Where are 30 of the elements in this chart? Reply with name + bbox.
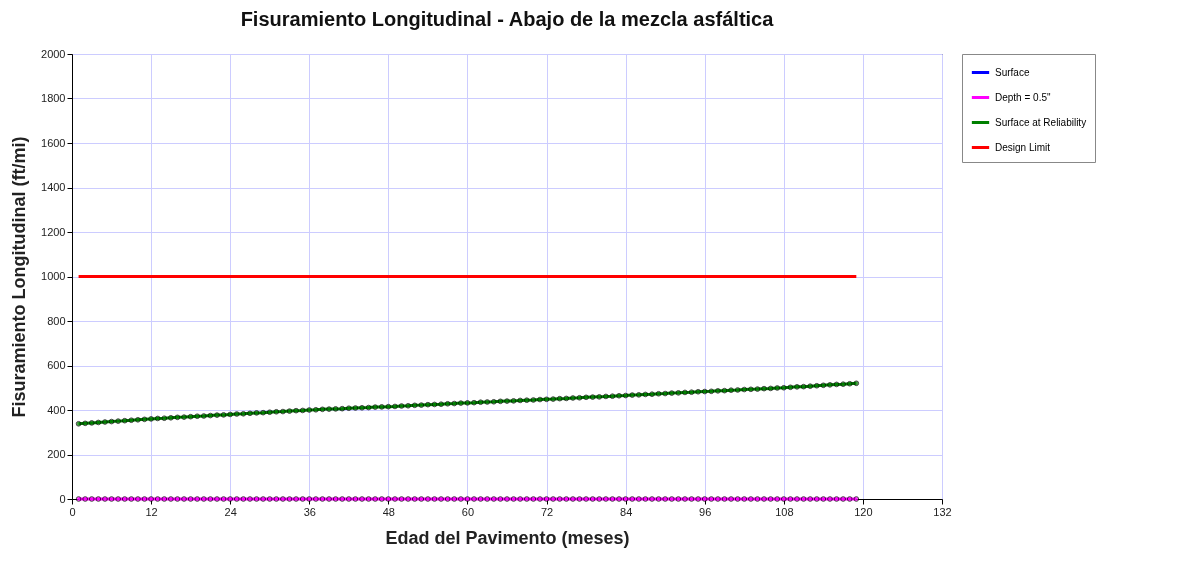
legend-label: Surface [995, 66, 1030, 78]
y-axis-title: Fisuramiento Longitudinal (ft/mi) [9, 136, 30, 418]
y-tick-label: 200 [47, 448, 66, 460]
legend-label: Design Limit [995, 141, 1051, 153]
x-tick-label: 36 [303, 505, 316, 518]
y-tick-label: 400 [47, 403, 66, 416]
legend-label: Surface at Reliability [995, 116, 1087, 128]
x-tick-label: 108 [775, 505, 794, 518]
x-tick-label: 72 [540, 505, 554, 518]
x-tick-label: 24 [224, 505, 237, 518]
x-tick-label: 84 [620, 505, 633, 518]
x-tick-label: 0 [69, 505, 76, 518]
x-tick-label: 120 [854, 505, 873, 518]
x-tick-label: 96 [699, 505, 712, 518]
y-tick-label: 1400 [41, 181, 66, 193]
y-tick-label: 1800 [41, 92, 66, 104]
chart-title: Fisuramiento Longitudinal - Abajo de la mezcla asfáltica [240, 8, 775, 30]
x-tick-label: 132 [933, 505, 952, 518]
y-tick-label: 800 [47, 314, 66, 327]
x-tick-label: 12 [145, 505, 158, 518]
x-tick-label: 48 [382, 505, 395, 518]
y-tick-label: 600 [47, 359, 66, 371]
y-tick-label: 1600 [41, 136, 66, 149]
x-axis-title: Edad del Pavimento (meses) [385, 527, 630, 548]
y-tick-label: 1200 [41, 225, 66, 238]
y-tick-label: 0 [59, 492, 66, 505]
legend-label: Depth = 0.5" [995, 91, 1051, 103]
x-tick-label: 60 [461, 505, 475, 518]
y-tick-label: 2000 [41, 47, 66, 60]
y-tick-label: 1000 [41, 270, 66, 282]
